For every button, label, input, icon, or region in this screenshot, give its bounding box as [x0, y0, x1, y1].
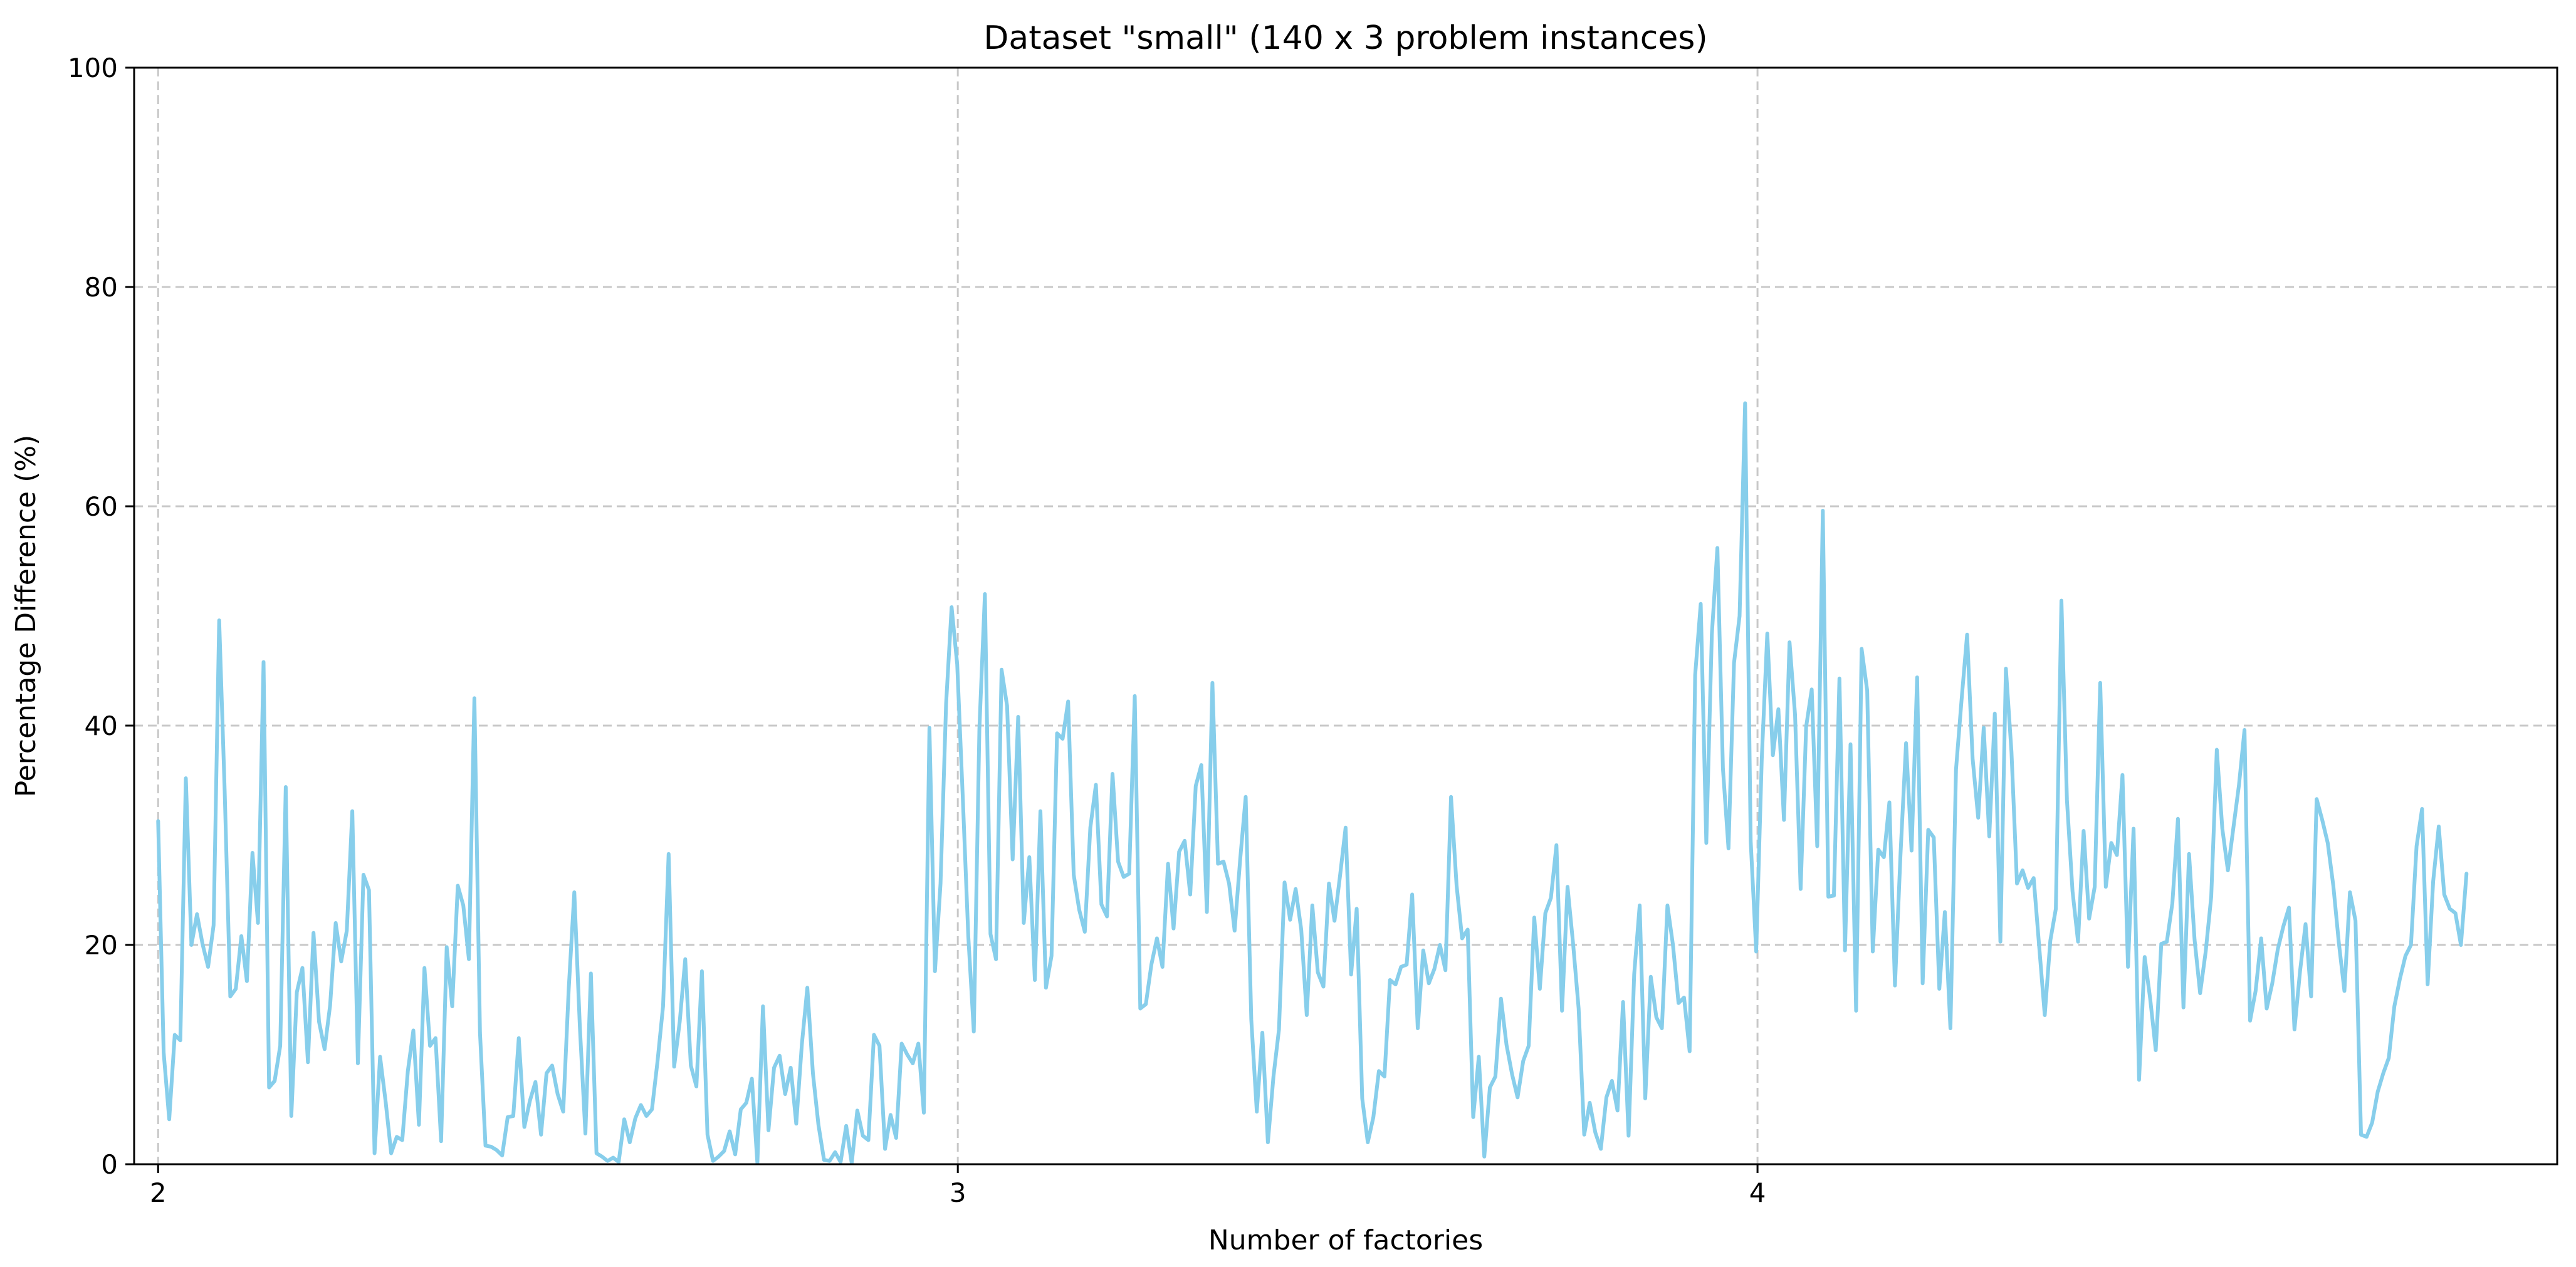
y-tick-label: 20 [85, 930, 118, 961]
y-tick-label: 80 [85, 272, 118, 303]
series-line [156, 401, 2469, 1165]
x-axis-label: Number of factories [1208, 1224, 1483, 1256]
y-axis-label: Percentage Difference (%) [10, 435, 42, 797]
tick-layer: 0 20 40 60 80 100 2 3 4 [68, 53, 1766, 1208]
y-tick-label: 100 [68, 53, 118, 83]
grid-layer [134, 68, 2557, 1164]
x-tick-label: 2 [150, 1177, 167, 1208]
y-tick-label: 0 [101, 1149, 118, 1180]
chart-title: Dataset "small" (140 x 3 problem instanc… [983, 19, 1707, 57]
x-tick-label: 3 [950, 1177, 966, 1208]
x-tick-label: 4 [1749, 1177, 1766, 1208]
y-tick-label: 60 [85, 491, 118, 522]
plot-frame [133, 66, 2558, 1165]
y-tick-label: 40 [85, 711, 118, 741]
